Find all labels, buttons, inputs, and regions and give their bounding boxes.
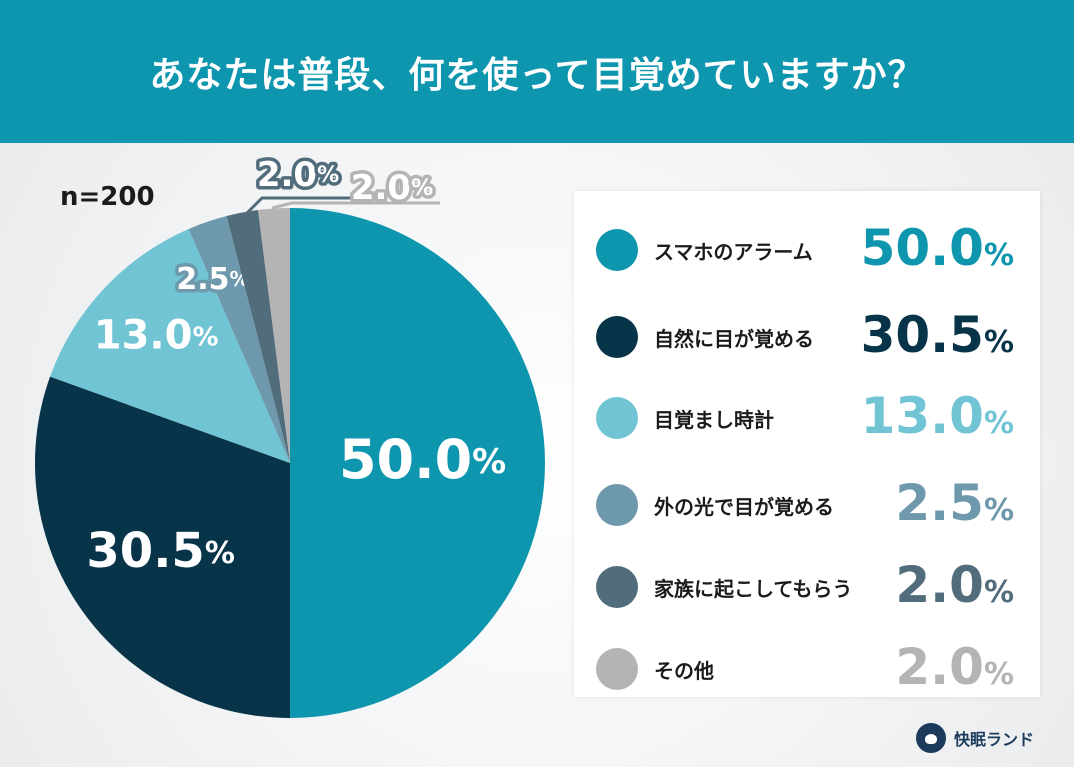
brand-logo: 快眠ランド bbox=[916, 722, 1034, 754]
legend-value: 30.5% bbox=[860, 306, 1014, 364]
legend-swatch bbox=[596, 484, 638, 526]
legend-label: 自然に目が覚める bbox=[654, 327, 814, 351]
pie-slice-1 bbox=[290, 208, 545, 718]
legend-item: 自然に目が覚める 30.5% bbox=[574, 306, 1040, 366]
legend-item: 家族に起こしてもらう 2.0% bbox=[574, 556, 1040, 616]
legend-swatch bbox=[596, 397, 638, 439]
legend-value: 2.0% bbox=[895, 638, 1014, 696]
legend-label: スマホのアラーム bbox=[654, 240, 813, 264]
legend-panel: スマホのアラーム 50.0% 自然に目が覚める 30.5% 目覚まし時計 13.0% 外の光… bbox=[574, 191, 1040, 697]
leader-line-5 bbox=[240, 196, 352, 220]
slice-data-label-6: 2.0% bbox=[351, 168, 433, 208]
pie-slice-2 bbox=[34, 376, 290, 718]
slice-data-label-3: 13.0% bbox=[94, 312, 219, 358]
legend-swatch bbox=[596, 648, 638, 690]
legend-item: スマホのアラーム 50.0% bbox=[574, 219, 1040, 279]
legend-label: その他 bbox=[654, 659, 714, 683]
legend-value: 2.0% bbox=[895, 556, 1014, 614]
legend-swatch bbox=[596, 229, 638, 271]
legend-value: 13.0% bbox=[860, 387, 1014, 445]
brand-logo-icon bbox=[916, 723, 946, 753]
pie-slice-4 bbox=[188, 216, 290, 463]
pie-slice-6 bbox=[258, 208, 290, 463]
legend-swatch bbox=[596, 316, 638, 358]
slice-data-label-1: 50.0% bbox=[339, 428, 506, 491]
slice-data-label-2: 30.5% bbox=[86, 523, 234, 579]
legend-value: 50.0% bbox=[860, 219, 1014, 277]
header-bar: あなたは普段、何を使って目覚めていますか？ bbox=[0, 0, 1074, 143]
legend-label: 目覚まし時計 bbox=[654, 408, 774, 432]
legend-item: その他 2.0% bbox=[574, 638, 1040, 698]
legend-label: 外の光で目が覚める bbox=[654, 495, 834, 519]
legend-item: 目覚まし時計 13.0% bbox=[574, 387, 1040, 447]
pie-slice-5 bbox=[226, 210, 290, 463]
legend-label: 家族に起こしてもらう bbox=[654, 577, 853, 601]
slice-data-label-5: 2.0% bbox=[257, 155, 339, 195]
brand-name: 快眠ランド bbox=[954, 730, 1035, 749]
legend-swatch bbox=[596, 566, 638, 608]
leader-line-6 bbox=[271, 201, 440, 210]
pie-slice-3 bbox=[50, 228, 290, 463]
legend-item: 外の光で目が覚める 2.5% bbox=[574, 474, 1040, 534]
chart-title: あなたは普段、何を使って目覚めていますか？ bbox=[149, 54, 925, 96]
legend-value: 2.5% bbox=[895, 474, 1014, 532]
sample-size-label: n=200 bbox=[60, 182, 155, 212]
